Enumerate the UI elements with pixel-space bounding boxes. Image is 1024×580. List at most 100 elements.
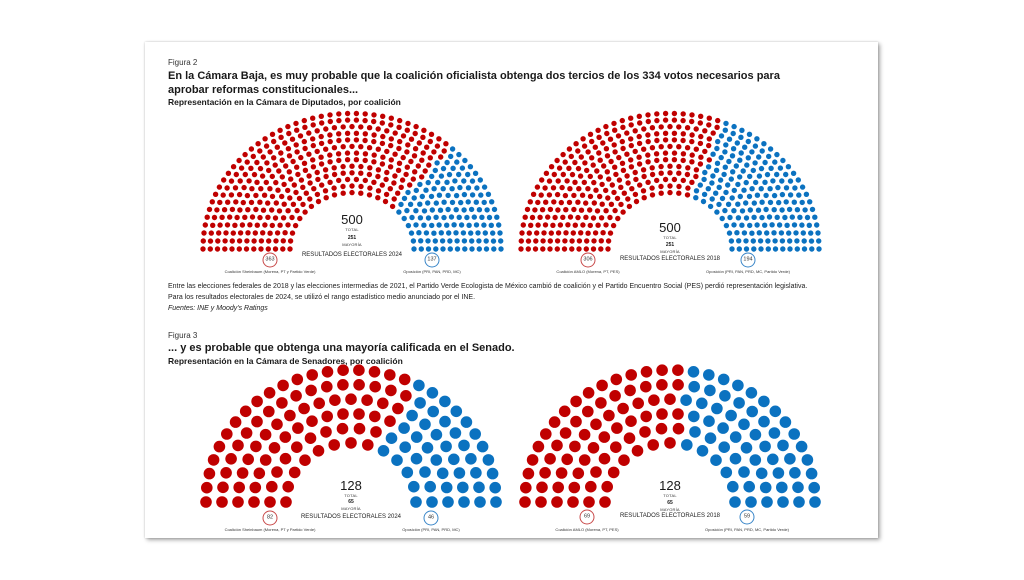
- seat-government: [345, 437, 357, 449]
- seat-government: [632, 191, 639, 198]
- seat-government: [583, 246, 589, 252]
- seat-opposition: [790, 170, 797, 176]
- seat-government: [251, 246, 257, 252]
- seat-government: [601, 480, 613, 493]
- seat-government: [645, 179, 651, 185]
- seat-government: [315, 176, 321, 183]
- seat-government: [236, 191, 243, 198]
- seat-government: [587, 193, 594, 200]
- seat-opposition: [453, 467, 466, 479]
- seat-government: [680, 137, 686, 144]
- seat-opposition: [696, 445, 709, 457]
- seat-government: [302, 209, 308, 215]
- seat-government: [321, 410, 334, 423]
- seat-opposition: [799, 199, 805, 206]
- seat-government: [560, 151, 566, 158]
- seat-government: [267, 186, 273, 192]
- seat-government: [702, 128, 708, 134]
- seat-government: [656, 379, 668, 391]
- seat-opposition: [741, 187, 747, 193]
- seat-opposition: [801, 246, 808, 252]
- seat-opposition: [417, 201, 423, 207]
- seat-opposition: [681, 439, 693, 451]
- seat-government: [259, 173, 266, 179]
- seat-government: [237, 230, 244, 236]
- seat-government: [601, 163, 607, 169]
- seat-government: [388, 115, 394, 121]
- seat-opposition: [431, 230, 437, 236]
- seat-government: [216, 230, 222, 236]
- seat-opposition: [779, 178, 785, 184]
- seat-opposition: [439, 415, 451, 428]
- seat-opposition: [713, 190, 719, 196]
- seat-government: [609, 182, 615, 188]
- seat-opposition: [439, 238, 446, 244]
- seat-opposition: [459, 165, 466, 171]
- seat-opposition: [754, 222, 760, 228]
- seat-government: [240, 199, 246, 206]
- seat-opposition: [725, 182, 731, 188]
- seat-opposition: [804, 214, 811, 221]
- seat-government: [314, 128, 320, 134]
- seat-government: [200, 238, 206, 244]
- seat-opposition: [731, 187, 737, 194]
- seat-government: [247, 222, 253, 228]
- seat-opposition: [815, 230, 821, 236]
- total-value: 500: [659, 220, 681, 235]
- seat-opposition: [432, 167, 438, 174]
- seat-government: [300, 201, 306, 208]
- seat-opposition: [410, 452, 423, 465]
- seat-government: [591, 200, 597, 206]
- seat-opposition: [786, 206, 793, 213]
- seat-opposition: [816, 238, 822, 244]
- seat-government: [225, 453, 237, 465]
- seat-government: [306, 151, 312, 157]
- seat-government: [649, 125, 656, 131]
- seat-government: [619, 160, 626, 166]
- seat-government: [624, 384, 636, 397]
- seat-opposition: [427, 405, 440, 418]
- seat-government: [384, 369, 396, 381]
- seat-government: [590, 215, 597, 221]
- seat-government: [305, 384, 317, 397]
- majority-value: 65: [667, 500, 673, 506]
- seat-government: [609, 390, 621, 402]
- seat-opposition: [749, 149, 755, 155]
- opposition-seats-badge: 137: [424, 252, 440, 268]
- seat-government: [216, 496, 228, 508]
- seat-government: [426, 162, 432, 168]
- seat-government: [605, 246, 611, 252]
- seat-opposition: [755, 467, 768, 480]
- seat-government: [280, 496, 292, 508]
- seat-government: [552, 214, 558, 221]
- seat-government: [583, 214, 589, 220]
- seat-government: [251, 395, 263, 408]
- seat-opposition: [440, 481, 453, 494]
- seat-opposition: [475, 230, 481, 236]
- seat-opposition: [800, 230, 806, 236]
- seat-government: [371, 152, 377, 158]
- seat-opposition: [398, 201, 404, 208]
- seat-government: [323, 126, 329, 132]
- seat-government: [214, 207, 220, 213]
- seat-government: [664, 393, 676, 406]
- seat-opposition: [413, 208, 419, 214]
- seat-opposition: [792, 481, 804, 494]
- seat-opposition: [767, 453, 779, 466]
- seat-government: [636, 161, 643, 167]
- seat-government: [251, 171, 258, 178]
- seat-government: [276, 208, 283, 214]
- seat-opposition: [447, 246, 453, 252]
- seat-opposition: [794, 238, 800, 244]
- seat-government: [395, 167, 402, 173]
- seat-opposition: [441, 199, 447, 205]
- seat-opposition: [776, 222, 783, 228]
- seat-government: [655, 422, 668, 435]
- seat-opposition: [704, 432, 717, 445]
- seat-government: [320, 426, 332, 438]
- seat-government: [526, 230, 532, 236]
- seat-opposition: [421, 208, 428, 214]
- seat-opposition: [481, 222, 487, 228]
- seat-government: [295, 171, 301, 178]
